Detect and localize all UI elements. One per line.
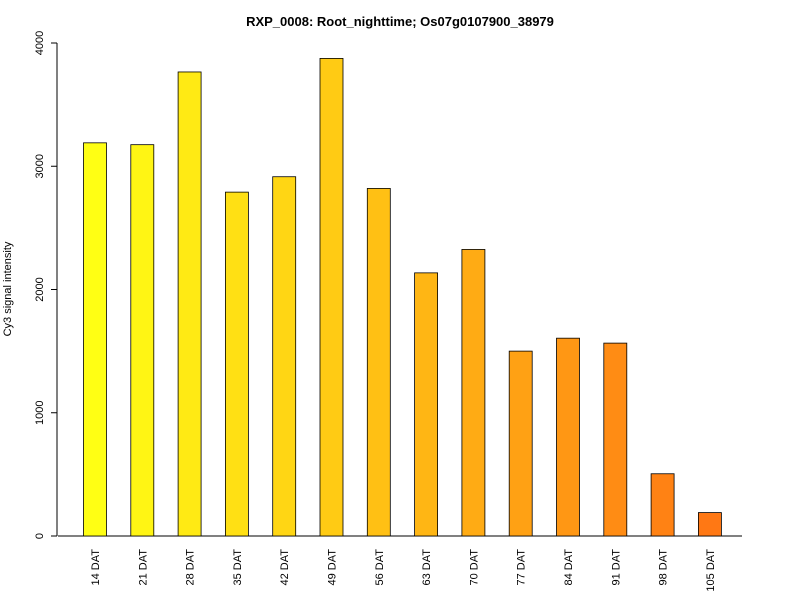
bar [414,272,439,537]
bar [650,473,675,537]
y-tick-label: 3000 [34,154,46,178]
x-tick-label: 49 DAT [327,549,339,586]
x-tick-label: 84 DAT [563,549,575,586]
bar [83,142,107,537]
bar [130,144,155,537]
x-tick-label: 70 DAT [468,549,480,586]
x-tick-label: 98 DAT [658,549,670,586]
x-tick-label: 21 DAT [137,549,149,586]
x-tick-label: 14 DAT [90,549,102,586]
x-tick-label: 35 DAT [232,549,244,586]
x-tick-labels: 14 DAT 21 DAT 28 DAT 35 DAT 42 DAT 49 DAT 56 D… [90,549,717,592]
x-tick-label: 42 DAT [279,549,291,586]
bar [366,188,391,537]
x-tick-label: 28 DAT [185,549,197,586]
bar [603,342,628,537]
y-tick-label: 1000 [34,401,46,425]
bar [556,337,580,537]
bar [698,512,722,537]
x-tick-label: 56 DAT [374,549,386,586]
bar [272,176,297,537]
bar [224,191,249,537]
x-tick-label: 91 DAT [610,549,622,586]
bar [508,350,533,537]
chart-title: RXP_0008: Root_nighttime; Os07g0107900_3… [246,14,554,29]
y-axis-label: Cy3 signal intensity [2,241,14,336]
x-tick-label: 77 DAT [516,549,528,586]
y-axis: 0 1000 2000 3000 4000 [34,31,58,539]
bars-group [83,58,722,537]
bar [461,249,486,537]
bar [177,71,202,537]
y-tick-label: 2000 [34,277,46,301]
bar [319,58,344,537]
x-tick-label: 63 DAT [421,549,433,586]
y-tick-label: 0 [34,533,46,539]
y-tick-label: 4000 [34,31,46,55]
x-tick-label: 105 DAT [705,549,717,592]
